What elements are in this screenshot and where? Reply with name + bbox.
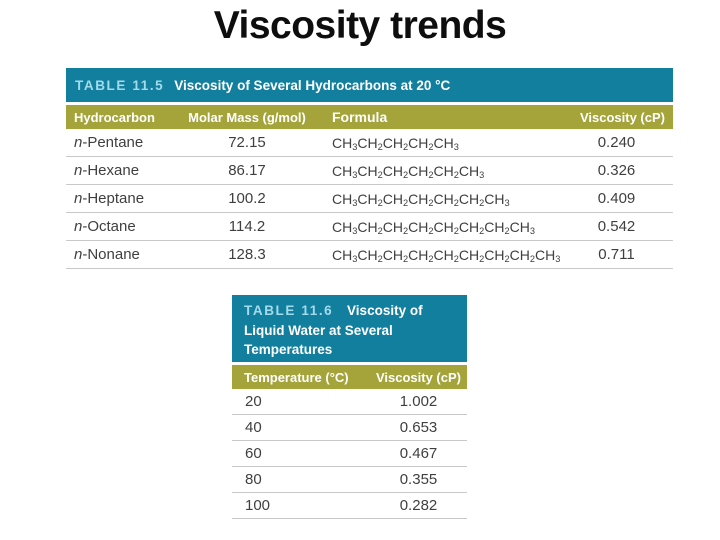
table-row: n-Nonane 128.3 CH3CH2CH2CH2CH2CH2CH2CH2C…: [66, 241, 673, 269]
viscosity-value: 0.653: [399, 419, 438, 436]
column-header-molar-mass: Molar Mass (g/mol): [188, 109, 306, 125]
temperature-value: 60: [245, 445, 262, 462]
hydrocarbon-name: n-Hexane: [66, 162, 176, 179]
viscosity-value: 0.542: [597, 218, 636, 235]
hydrocarbon-name: n-Octane: [66, 218, 176, 235]
column-header-viscosity: Viscosity (cP): [579, 109, 665, 125]
formula-value: CH3CH2CH2CH2CH2CH2CH2CH3: [332, 218, 535, 236]
viscosity-value: 0.282: [399, 497, 438, 514]
water-table-caption: Viscosity of Liquid Water at Several Tem…: [244, 303, 423, 358]
viscosity-value: 1.002: [399, 393, 438, 410]
viscosity-value: 0.711: [598, 246, 635, 263]
column-header-temperature: Temperature (°C): [244, 369, 349, 385]
table-row: n-Octane 114.2 CH3CH2CH2CH2CH2CH2CH2CH3 …: [66, 213, 673, 241]
hydrocarbon-name-prefix: n: [74, 190, 83, 207]
viscosity-value: 0.240: [597, 134, 636, 151]
temperature-value: 40: [245, 419, 262, 436]
hydrocarbon-name-prefix: n: [74, 218, 83, 235]
hydrocarbon-name-rest: -Heptane: [82, 190, 145, 207]
temperature-value: 100: [245, 497, 271, 514]
temperature-value: 80: [245, 471, 262, 488]
column-header-viscosity: Viscosity (cP): [375, 369, 461, 385]
slide-title: Viscosity trends: [213, 4, 507, 47]
hydrocarbons-table: TABLE 11.5 Viscosity of Several Hydrocar…: [66, 68, 673, 269]
hydrocarbons-table-title-bar: TABLE 11.5 Viscosity of Several Hydrocar…: [66, 68, 673, 102]
table-row: 40 0.653: [232, 415, 467, 441]
column-header-hydrocarbon: Hydrocarbon: [74, 109, 155, 125]
viscosity-value: 0.409: [597, 190, 636, 207]
molar-mass-value: 86.17: [228, 162, 266, 179]
hydrocarbons-table-label: TABLE 11.5: [75, 77, 165, 93]
hydrocarbon-name-prefix: n: [74, 134, 83, 151]
temperature-value: 20: [245, 393, 262, 410]
hydrocarbon-name-rest: -Pentane: [82, 134, 144, 151]
hydrocarbon-name: n-Heptane: [66, 190, 176, 207]
hydrocarbon-name-rest: -Nonane: [82, 246, 140, 263]
viscosity-value: 0.467: [399, 445, 438, 462]
table-row: 60 0.467: [232, 441, 467, 467]
molar-mass-value: 100.2: [228, 190, 266, 207]
viscosity-value: 0.326: [597, 162, 636, 179]
formula-value: CH3CH2CH2CH2CH2CH2CH2CH2CH3: [332, 246, 561, 264]
hydrocarbon-name-prefix: n: [74, 246, 83, 263]
column-header-formula: Formula: [332, 109, 388, 125]
hydrocarbon-name: n-Nonane: [66, 246, 176, 263]
molar-mass-value: 114.2: [228, 218, 266, 235]
table-row: n-Hexane 86.17 CH3CH2CH2CH2CH2CH3 0.326: [66, 157, 673, 185]
table-row: n-Heptane 100.2 CH3CH2CH2CH2CH2CH2CH3 0.…: [66, 185, 673, 213]
table-row: 20 1.002: [232, 389, 467, 415]
hydrocarbon-name: n-Pentane: [66, 134, 176, 151]
formula-value: CH3CH2CH2CH2CH2CH3: [332, 162, 485, 180]
water-table-title-bar: TABLE 11.6 Viscosity of Liquid Water at …: [232, 295, 467, 362]
molar-mass-value: 128.3: [228, 246, 266, 263]
water-column-header-row: Temperature (°C) Viscosity (cP): [232, 365, 467, 389]
table-row: 80 0.355: [232, 467, 467, 493]
table-row: 100 0.282: [232, 493, 467, 519]
hydrocarbons-table-caption: Viscosity of Several Hydrocarbons at 20 …: [174, 77, 451, 93]
water-table-label: TABLE 11.6: [244, 303, 334, 318]
hydrocarbons-column-header-row: Hydrocarbon Molar Mass (g/mol) Formula V…: [66, 105, 673, 129]
water-table: TABLE 11.6 Viscosity of Liquid Water at …: [232, 295, 467, 519]
hydrocarbon-name-rest: -Octane: [82, 218, 136, 235]
formula-value: CH3CH2CH2CH2CH3: [332, 134, 459, 152]
viscosity-value: 0.355: [399, 471, 438, 488]
table-row: n-Pentane 72.15 CH3CH2CH2CH2CH3 0.240: [66, 129, 673, 157]
hydrocarbon-name-rest: -Hexane: [82, 162, 140, 179]
hydrocarbon-name-prefix: n: [74, 162, 83, 179]
molar-mass-value: 72.15: [228, 134, 266, 151]
formula-value: CH3CH2CH2CH2CH2CH2CH3: [332, 190, 510, 208]
